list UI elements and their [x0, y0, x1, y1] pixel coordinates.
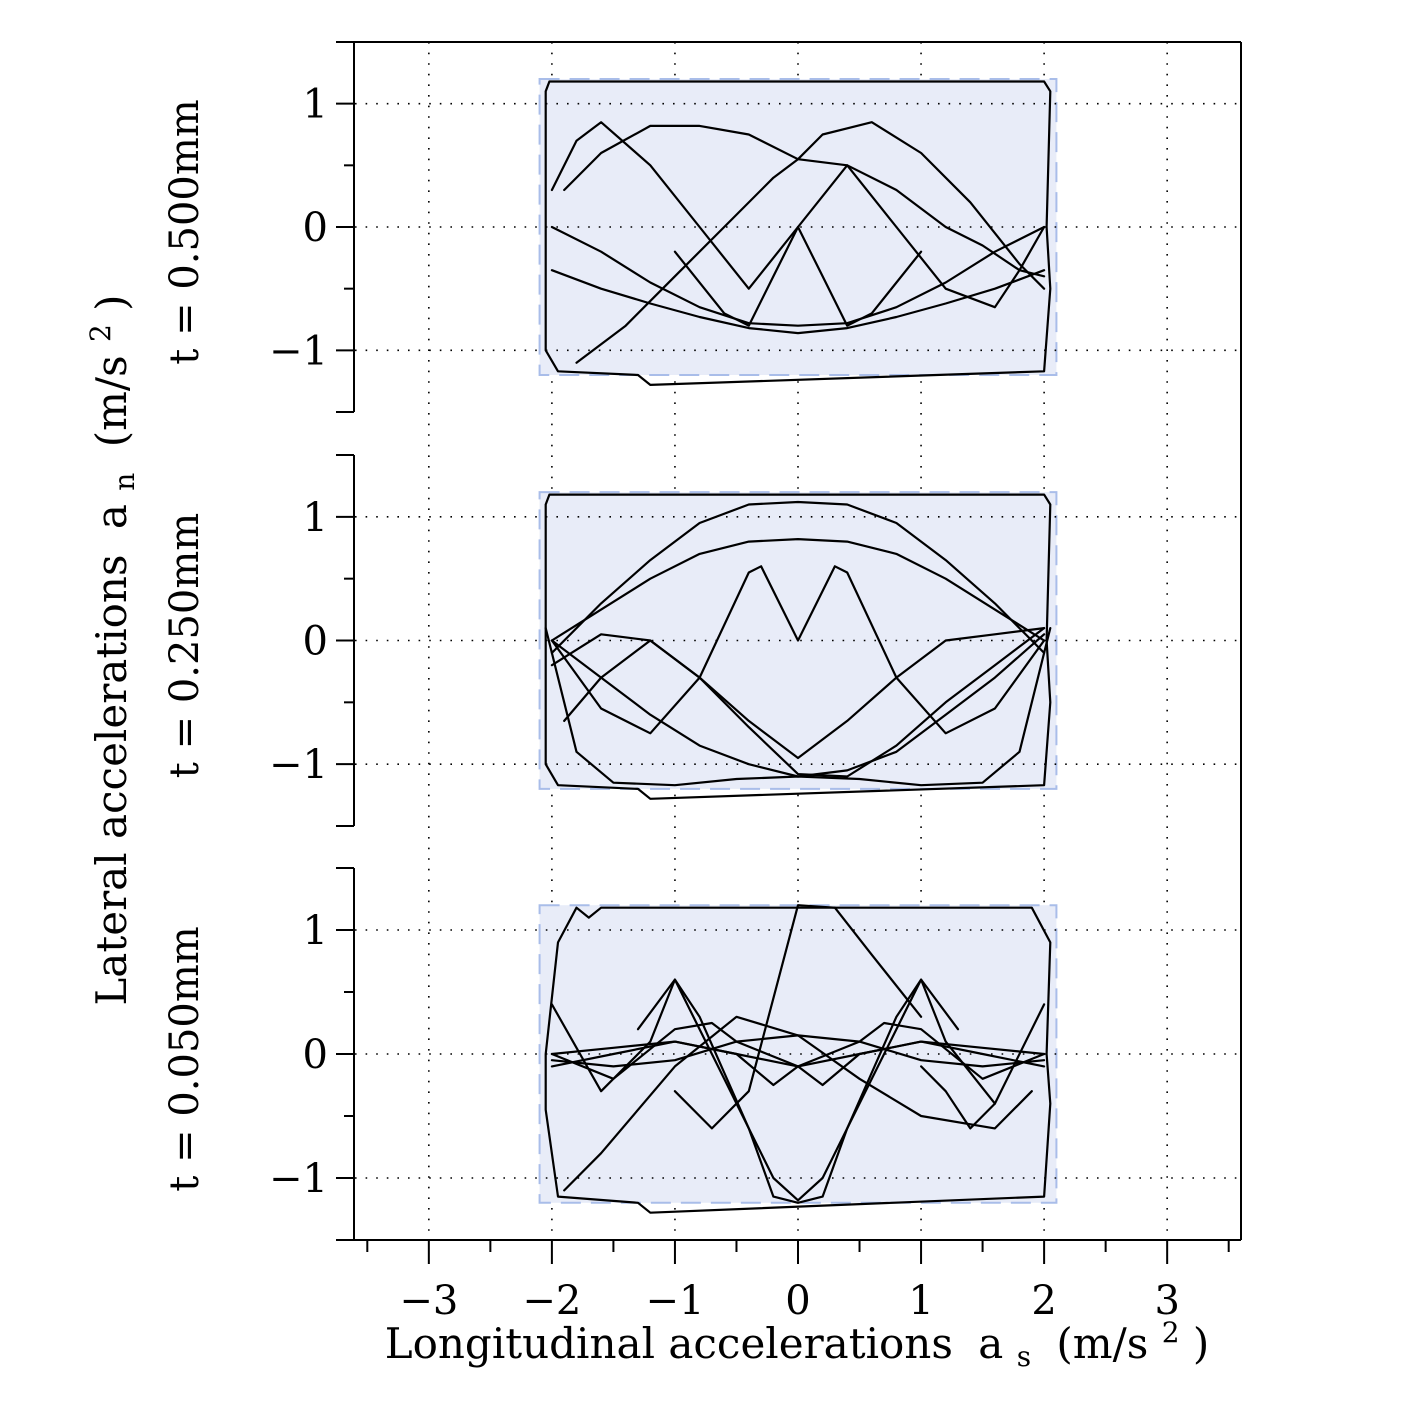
y-axis-title: Lateral accelerations a n (m/s 2 ) — [71, 294, 144, 1005]
y-tick-label: −1 — [269, 328, 328, 374]
chart-panels: −1 0 1 t = 0.500mm −1 0 1 t = 0.250mm −1 0 1 t = 0.… — [162, 41, 1241, 1241]
trajectory-1 — [544, 906, 1052, 1214]
trajectory-8 — [544, 626, 1052, 787]
trajectory-8 — [673, 904, 923, 1130]
trajectory-1 — [544, 80, 1052, 386]
trajectory-5 — [550, 626, 1046, 778]
x-tick-label: 2 — [1031, 1278, 1056, 1324]
y-tick-label: 0 — [303, 205, 328, 251]
x-axis-title-subscript: s — [1017, 1340, 1031, 1373]
x-tick-label: −2 — [522, 1278, 581, 1324]
panel-row-label: t = 0.250mm — [162, 513, 208, 778]
panel-row-label: t = 0.050mm — [162, 926, 208, 1191]
trajectory-2 — [550, 978, 1046, 1204]
x-tick-label: −3 — [399, 1278, 458, 1324]
x-tick-label: 0 — [785, 1278, 810, 1324]
x-axis: −3 −2 −1 0 1 2 3 — [337, 41, 1242, 1324]
y-tick-label: 1 — [303, 82, 328, 128]
y-axis-title-unit: (m/s — [87, 355, 136, 447]
y-axis-title-subscript: n — [108, 473, 141, 491]
y-axis-title-text: Lateral accelerations — [87, 554, 136, 1005]
trajectory-10 — [563, 1015, 1033, 1192]
y-axis-title-symbol: a — [87, 504, 136, 529]
y-tick-label: 1 — [303, 908, 328, 954]
trajectory-7 — [563, 626, 1046, 760]
trajectory-9 — [919, 1065, 997, 1130]
x-tick-label: 3 — [1154, 1278, 1179, 1324]
y-axis-title-unit-superscript: 2 — [84, 324, 117, 342]
x-axis-title-symbol: a — [978, 1319, 1003, 1368]
trajectory-3 — [563, 124, 1046, 278]
trajectory-7 — [550, 1040, 1046, 1087]
y-tick-label: 0 — [303, 619, 328, 665]
x-axis-title-unit-close: ) — [1193, 1319, 1209, 1368]
trajectory-3 — [636, 978, 960, 1202]
trajectory-4 — [550, 565, 1046, 735]
panel-2: −1 0 1 t = 0.250mm — [162, 454, 1241, 827]
x-tick-label: 1 — [908, 1278, 933, 1324]
trajectory-2 — [550, 500, 1046, 655]
y-tick-label: 0 — [303, 1032, 328, 1078]
trajectory-3 — [550, 537, 1046, 642]
x-axis-title-text: Longitudinal accelerations — [385, 1319, 953, 1368]
trajectory-6 — [575, 121, 1046, 364]
panel-3: −1 0 1 t = 0.050mm — [162, 867, 1241, 1241]
x-axis-title-unit: (m/s — [1056, 1319, 1148, 1368]
panel-row-label: t = 0.500mm — [162, 99, 208, 364]
trajectory-7 — [673, 225, 923, 327]
x-axis-title: Longitudinal accelerations a s (m/s 2 ) — [385, 1303, 1210, 1376]
y-tick-label: −1 — [269, 1156, 328, 1202]
y-tick-label: −1 — [269, 742, 328, 788]
y-tick-label: 1 — [303, 495, 328, 541]
trajectory-5 — [550, 269, 1046, 335]
y-axis-title-unit-close: ) — [87, 294, 136, 310]
trajectory-1 — [544, 493, 1052, 800]
trajectory-4 — [550, 225, 1046, 327]
x-tick-label: −1 — [645, 1278, 704, 1324]
x-axis-title-unit-superscript: 2 — [1162, 1316, 1180, 1349]
panel-1: −1 0 1 t = 0.500mm — [162, 41, 1241, 413]
